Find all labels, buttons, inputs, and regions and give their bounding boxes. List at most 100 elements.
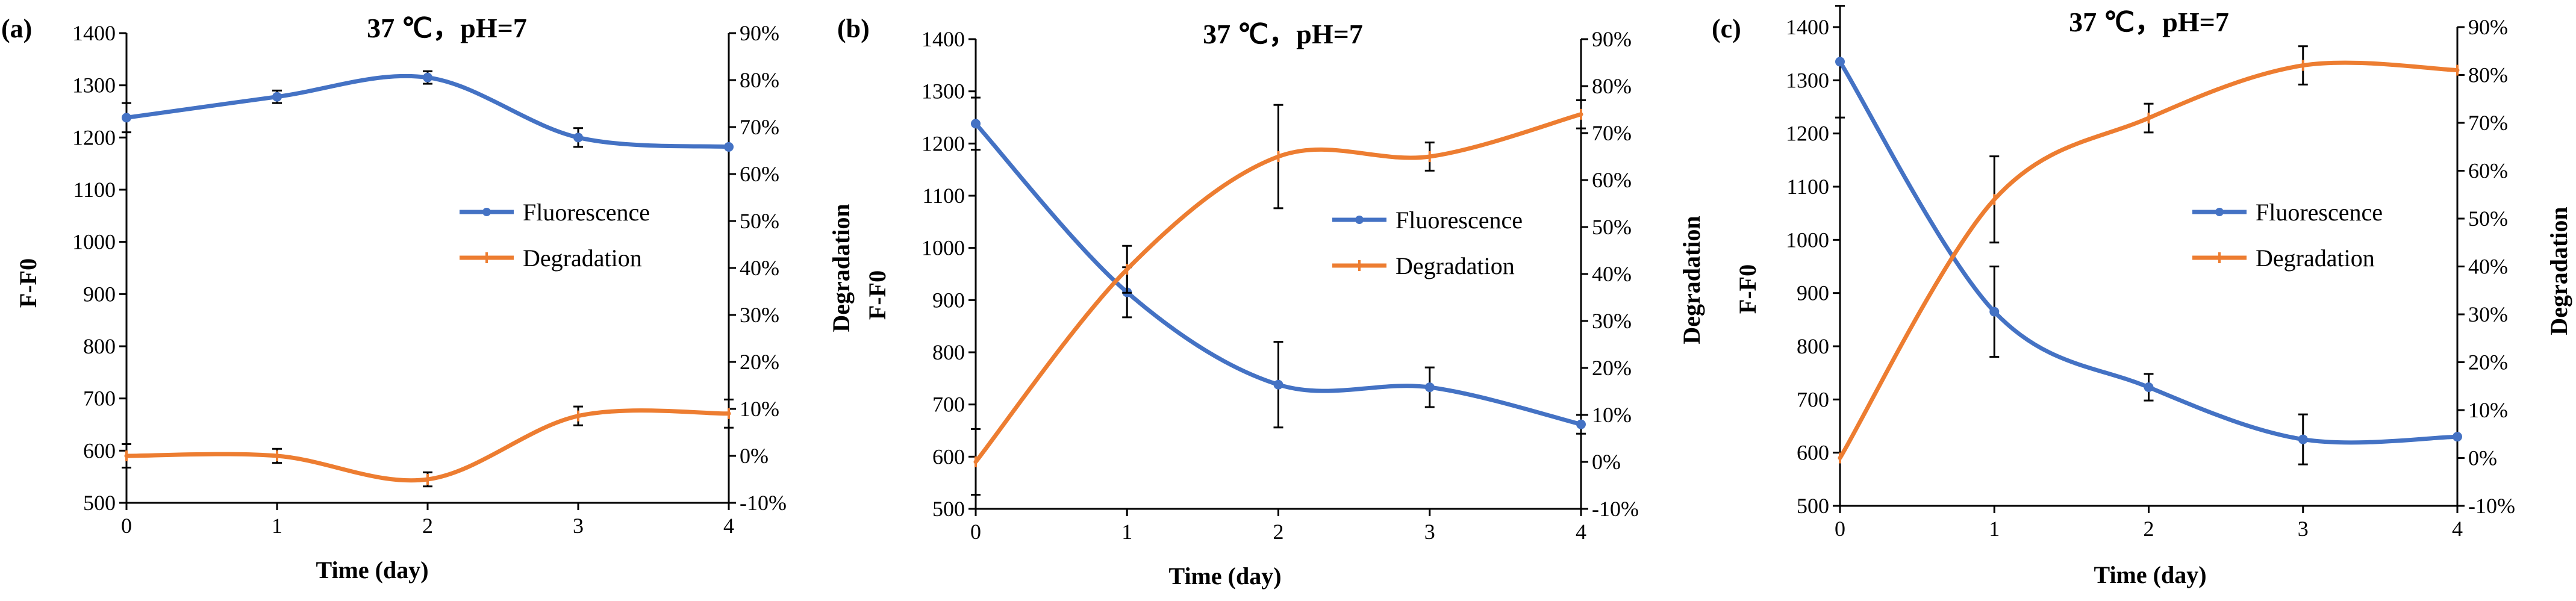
y2-tick-label: 40%: [740, 256, 779, 280]
data-point-fluorescence: [272, 92, 282, 102]
y2-tick-label: 10%: [1592, 403, 1632, 427]
series-line-degradation: [973, 112, 1583, 464]
y-tick-label: 1200: [1786, 122, 1829, 146]
y-tick-label: 900: [1797, 281, 1829, 305]
legend-marker-fluorescence: [482, 208, 491, 216]
y-tick-label: 900: [932, 288, 965, 312]
y-tick-label: 1100: [922, 184, 965, 208]
y2-tick-label: 40%: [2468, 255, 2508, 279]
data-point-fluorescence: [1273, 379, 1283, 390]
y2-tick-label: 60%: [1592, 168, 1632, 192]
data-point-fluorescence: [423, 72, 432, 83]
y-tick-label: 1400: [922, 27, 965, 51]
x-tick-label: 1: [1121, 520, 1132, 544]
x-tick-label: 2: [422, 514, 433, 538]
x-tick-label: 4: [2452, 517, 2463, 541]
x-tick-label: 3: [1424, 520, 1435, 544]
y-tick-label: 1000: [922, 236, 965, 260]
y2-tick-label: 20%: [740, 350, 779, 374]
y-tick-label: 1400: [1786, 15, 1829, 39]
legend-label-fluorescence: Fluorescence: [2256, 199, 2383, 226]
y-tick-label: 1000: [72, 230, 116, 254]
y-tick-label: 500: [1797, 494, 1829, 518]
data-point-fluorescence: [1835, 57, 1845, 67]
y-tick-label: 600: [932, 444, 965, 469]
y-tick-label: 900: [83, 282, 116, 306]
y2-tick-label: 70%: [1592, 121, 1632, 145]
x-tick-label: 0: [970, 520, 981, 544]
y2-tick-label: 50%: [740, 209, 779, 233]
y-tick-label: 600: [83, 438, 116, 462]
panel-label: (c): [1712, 14, 1741, 43]
legend-label-fluorescence: Fluorescence: [1396, 207, 1523, 234]
x-tick-label: 0: [121, 514, 132, 538]
x-tick-label: 3: [573, 514, 584, 538]
y2-tick-label: 60%: [740, 162, 779, 186]
y2-tick-label: 90%: [2468, 15, 2508, 39]
legend: Fluorescence Degradation: [2192, 199, 2383, 272]
y2-tick-label: 90%: [740, 21, 779, 45]
y2-tick-label: 60%: [2468, 159, 2508, 183]
y2-tick-label: 0%: [740, 444, 769, 468]
y2-axis-title: Degradation: [828, 204, 855, 332]
y-tick-label: 600: [1797, 441, 1829, 465]
series-line-fluorescence: [1838, 59, 2460, 445]
y2-tick-label: -10%: [740, 491, 787, 515]
y-tick-label: 1000: [1786, 228, 1829, 252]
y-tick-label: 1100: [1786, 175, 1829, 199]
y-tick-label: 1300: [72, 73, 116, 98]
data-point-fluorescence: [573, 132, 583, 143]
chart-title: 37 ℃，pH=7: [367, 13, 527, 43]
y-tick-label: 800: [83, 334, 116, 358]
y2-tick-label: 80%: [2468, 63, 2508, 87]
x-tick-label: 2: [1273, 520, 1284, 544]
y2-axis-title: Degradation: [2545, 207, 2572, 335]
data-point-fluorescence: [1424, 382, 1435, 393]
y-tick-label: 700: [83, 387, 116, 411]
legend-marker-fluorescence: [1355, 216, 1364, 224]
y2-tick-label: 80%: [740, 68, 779, 92]
legend-label-degradation: Degradation: [523, 244, 642, 272]
data-point-fluorescence: [971, 119, 981, 129]
x-tick-label: 4: [723, 514, 734, 538]
series-line-fluorescence: [973, 121, 1583, 427]
y-tick-label: 700: [932, 393, 965, 417]
y2-axis-title: Degradation: [1678, 216, 1705, 344]
x-tick-label: 2: [2144, 517, 2154, 541]
y-axis-title: F-F0: [14, 258, 42, 308]
data-point-fluorescence: [1576, 419, 1586, 429]
y2-tick-label: 80%: [1592, 74, 1632, 98]
y2-tick-label: 30%: [740, 303, 779, 327]
legend-label-fluorescence: Fluorescence: [523, 199, 650, 226]
x-axis-title: Time (day): [2094, 561, 2206, 588]
y-axis-title: F-F0: [1734, 264, 1761, 314]
x-tick-label: 1: [272, 514, 282, 538]
y-tick-label: 500: [932, 497, 965, 521]
y-tick-label: 1200: [922, 131, 965, 155]
data-point-fluorescence: [724, 142, 734, 152]
y2-tick-label: 20%: [2468, 350, 2508, 375]
data-point-fluorescence: [2453, 432, 2462, 442]
y2-tick-label: 90%: [1592, 27, 1632, 51]
chart-panel-c: (c) 37 ℃，pH=7 Time (day) F-F0 Degradatio…: [1712, 5, 2572, 588]
legend: Fluorescence Degradation: [1332, 207, 1523, 279]
y-tick-label: 1300: [922, 79, 965, 104]
y2-tick-label: 0%: [2468, 446, 2497, 470]
legend-marker-fluorescence: [2215, 208, 2224, 216]
x-axis-title: Time (day): [1168, 562, 1281, 590]
x-tick-label: 3: [2298, 517, 2309, 541]
data-point-fluorescence: [2298, 434, 2308, 444]
x-tick-label: 4: [1576, 520, 1586, 544]
x-axis-title: Time (day): [316, 556, 428, 584]
chart-panel-b: (b) 37 ℃，pH=7 Time (day) F-F0 Degradatio…: [837, 14, 1705, 590]
y-tick-label: 1400: [72, 21, 116, 45]
y2-tick-label: -10%: [2468, 494, 2515, 518]
y2-tick-label: 10%: [740, 397, 779, 421]
y2-tick-label: 0%: [1592, 450, 1621, 474]
legend-label-degradation: Degradation: [1396, 252, 1515, 279]
data-point-fluorescence: [2144, 382, 2154, 393]
data-point-fluorescence: [1989, 307, 2000, 317]
y2-tick-label: 50%: [1592, 215, 1632, 239]
x-tick-label: 1: [1989, 517, 2000, 541]
